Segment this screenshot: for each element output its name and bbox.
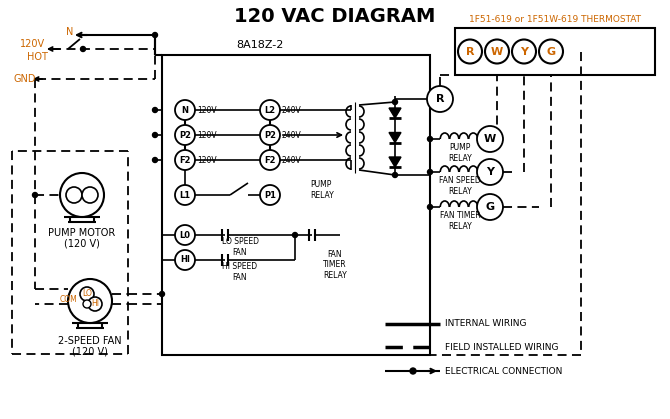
Circle shape [293,233,297,238]
Polygon shape [389,132,401,142]
Circle shape [175,250,195,270]
Text: FAN SPEED
RELAY: FAN SPEED RELAY [439,176,481,196]
Text: 1F51-619 or 1F51W-619 THERMOSTAT: 1F51-619 or 1F51W-619 THERMOSTAT [469,15,641,23]
Text: P2: P2 [264,130,276,140]
Text: HI: HI [180,256,190,264]
Text: PUMP
RELAY: PUMP RELAY [448,143,472,163]
Circle shape [410,368,416,374]
Text: PUMP MOTOR: PUMP MOTOR [48,228,116,238]
Text: P1: P1 [264,191,276,199]
Text: W: W [484,134,496,144]
Circle shape [512,39,536,64]
Circle shape [260,185,280,205]
Circle shape [175,125,195,145]
Circle shape [175,185,195,205]
Text: 120 VAC DIAGRAM: 120 VAC DIAGRAM [234,7,436,26]
Text: 120V: 120V [197,106,216,114]
Text: L1: L1 [180,191,190,199]
Text: L0: L0 [180,230,190,240]
Text: N: N [66,27,74,37]
Text: N: N [182,106,188,114]
Bar [162,55,430,355]
Circle shape [175,225,195,245]
Text: ELECTRICAL CONNECTION: ELECTRICAL CONNECTION [445,367,562,375]
Circle shape [88,297,102,311]
Circle shape [33,192,38,197]
Circle shape [153,33,157,37]
Circle shape [458,39,482,64]
Circle shape [153,158,157,163]
Bar [455,28,655,75]
Polygon shape [389,108,401,118]
Circle shape [83,300,91,308]
Text: G: G [486,202,494,212]
Text: HOT: HOT [27,52,48,62]
Circle shape [393,173,397,178]
Circle shape [477,194,503,220]
Text: LO SPEED
FAN: LO SPEED FAN [222,237,259,257]
Circle shape [82,187,98,203]
Text: FIELD INSTALLED WIRING: FIELD INSTALLED WIRING [445,342,559,352]
Polygon shape [389,157,401,167]
Text: HI SPEED
FAN: HI SPEED FAN [222,262,257,282]
Text: Y: Y [520,47,528,57]
Text: R: R [436,94,444,104]
Circle shape [159,292,165,297]
Text: GND: GND [13,74,36,84]
Text: G: G [547,47,555,57]
Circle shape [260,125,280,145]
Circle shape [427,170,433,174]
Text: L2: L2 [265,106,275,114]
Circle shape [477,126,503,152]
Circle shape [80,287,94,301]
Circle shape [427,137,433,142]
Text: INTERNAL WIRING: INTERNAL WIRING [445,320,527,328]
Text: (120 V): (120 V) [72,346,108,356]
Circle shape [260,150,280,170]
Circle shape [153,108,157,112]
Text: 120V: 120V [197,155,216,165]
Text: 120V: 120V [197,130,216,140]
Circle shape [175,150,195,170]
Text: FAN TIMER
RELAY: FAN TIMER RELAY [440,211,480,231]
Circle shape [175,100,195,120]
Text: PUMP
RELAY: PUMP RELAY [310,180,334,200]
Circle shape [485,39,509,64]
Text: (120 V): (120 V) [64,238,100,248]
Circle shape [427,86,453,112]
Circle shape [66,187,82,203]
Circle shape [539,39,563,64]
Text: F2: F2 [264,155,276,165]
Text: 2-SPEED FAN: 2-SPEED FAN [58,336,122,346]
Text: 120V: 120V [20,39,45,49]
Text: FAN
TIMER
RELAY: FAN TIMER RELAY [323,250,347,280]
Circle shape [260,100,280,120]
Circle shape [80,47,86,52]
Text: F2: F2 [180,155,191,165]
Circle shape [427,204,433,210]
Circle shape [477,159,503,185]
Text: LO: LO [82,290,92,298]
Text: W: W [491,47,503,57]
Text: P2: P2 [179,130,191,140]
Text: 240V: 240V [282,155,302,165]
Circle shape [68,279,112,323]
Text: R: R [466,47,474,57]
Circle shape [393,99,397,104]
Text: 240V: 240V [282,106,302,114]
Circle shape [60,173,104,217]
Text: Y: Y [486,167,494,177]
Circle shape [153,132,157,137]
Text: 8A18Z-2: 8A18Z-2 [237,40,283,50]
Text: HI: HI [91,300,99,308]
Text: COM: COM [59,295,77,303]
Text: 240V: 240V [282,130,302,140]
